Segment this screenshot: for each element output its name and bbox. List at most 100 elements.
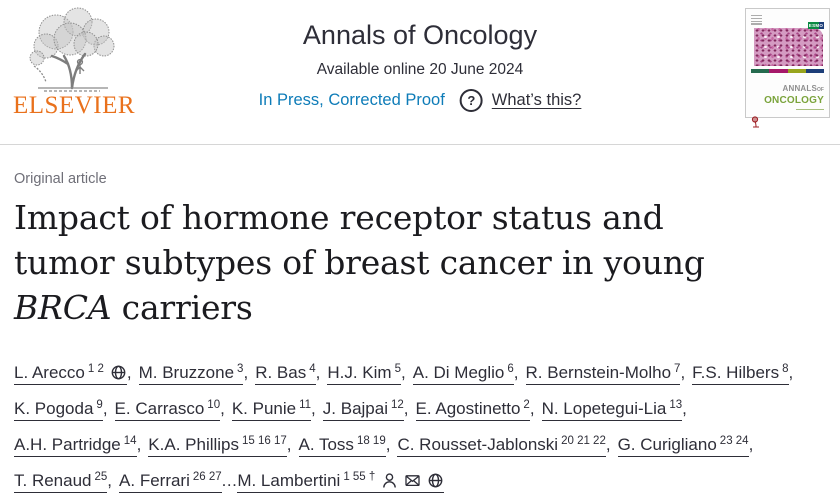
author-separator: ,	[385, 435, 391, 454]
author-separator: ,	[220, 399, 225, 418]
cover-subtitle-line	[796, 108, 824, 111]
author-link[interactable]: M. Bruzzone 3	[138, 363, 244, 385]
cover-masthead: ESMO	[751, 14, 824, 29]
author-affiliation-numbers: 15 16 17	[242, 435, 287, 447]
author-separator: ,	[513, 363, 519, 382]
author-affiliation-numbers: 23 24	[719, 435, 749, 447]
author: F.S. Hilbers 8,	[692, 356, 800, 392]
author-separator: ,	[680, 363, 686, 382]
author-separator: ,	[788, 363, 794, 382]
author-link[interactable]: A. Toss 18 19	[298, 435, 386, 457]
author-separator: ,	[403, 399, 409, 418]
author-separator: ,	[311, 399, 316, 418]
cover-title: ANNALSOF ONCOLOGY	[751, 79, 824, 111]
author-affiliation-numbers: 14	[123, 435, 137, 447]
author-link[interactable]: T. Renaud 25	[14, 471, 108, 493]
article-title-rest: carriers	[111, 288, 253, 327]
author: R. Bernstein-Molho 7,	[525, 356, 693, 392]
article-head: Original article Impact of hormone recep…	[0, 171, 840, 500]
cover-annals-text: ANNALS	[782, 84, 818, 93]
elsevier-logo[interactable]: ELSEVIER	[13, 6, 136, 119]
journal-cover-thumbnail[interactable]: ESMO ANNALSOF ONCOLOGY	[745, 8, 830, 128]
cover-color-bar	[751, 69, 824, 73]
author-affiliation-numbers: 5	[394, 363, 401, 375]
author-separator: ,	[126, 363, 132, 382]
author-link[interactable]: E. Agostinetto 2	[415, 399, 530, 421]
author-link[interactable]: R. Bas 4	[255, 363, 316, 385]
author-affiliation-numbers: 12	[390, 399, 404, 411]
whats-this-link[interactable]: What’s this?	[491, 91, 582, 109]
article-type-label: Original article	[14, 171, 107, 187]
author-link[interactable]: G. Curigliano 23 24	[617, 435, 749, 457]
author-affiliation-numbers: 26 27	[192, 471, 222, 483]
author-affiliation-numbers: 9	[96, 399, 103, 411]
author: A. Toss 18 19,	[298, 428, 398, 464]
in-press-link[interactable]: In Press, Corrected Proof	[258, 91, 445, 109]
available-online-date: Available online 20 June 2024	[316, 61, 524, 78]
author: N. Lopetegui-Lia 13,	[541, 392, 694, 428]
author: R. Bas 4,	[255, 356, 327, 392]
author-link[interactable]: A. Ferrari 26 27	[119, 471, 222, 493]
author-link[interactable]: H.J. Kim 5	[327, 363, 401, 385]
cover-oncology-text: ONCOLOGY	[764, 95, 824, 106]
envelope-icon[interactable]	[404, 471, 421, 490]
esmo-logo: ESMO	[808, 22, 824, 29]
globe-icon[interactable]	[110, 363, 127, 382]
article-title: Impact of hormone receptor status and tu…	[14, 195, 826, 330]
author-link[interactable]: K. Pogoda 9	[14, 399, 103, 421]
author-link[interactable]: J. Bajpai 12	[322, 399, 404, 421]
author-affiliation-numbers: 18 19	[356, 435, 386, 447]
journal-title-link[interactable]: Annals of Oncology	[302, 20, 538, 50]
status-row: In Press, Corrected Proof ? What’s this?	[258, 89, 582, 112]
author: A. Ferrari 26 27...	[119, 464, 237, 500]
author: K. Punie 11,	[231, 392, 323, 428]
author-affiliation-numbers: 13	[669, 399, 683, 411]
author-list: L. Arecco 1 2, M. Bruzzone 3, R. Bas 4, H.J. K…	[14, 356, 826, 500]
author: J. Bajpai 12,	[322, 392, 416, 428]
author-link[interactable]: A.H. Partridge 14	[14, 435, 137, 457]
person-icon[interactable]	[381, 471, 398, 490]
author: E. Agostinetto 2,	[415, 392, 542, 428]
cover-of-text: OF	[817, 87, 824, 93]
author: K.A. Phillips 15 16 17,	[148, 428, 298, 464]
cover-masthead-lines	[751, 14, 762, 25]
elsevier-wordmark: ELSEVIER	[13, 92, 136, 119]
author-separator: ...	[221, 471, 238, 490]
author-link[interactable]: K.A. Phillips 15 16 17	[148, 435, 287, 457]
help-group: ? What’s this?	[459, 89, 582, 112]
author: E. Carrasco 10,	[114, 392, 232, 428]
author-affiliation-numbers: 1 2	[87, 363, 104, 375]
article-title-line2: tumor subtypes of breast cancer in young	[14, 243, 705, 282]
author-affiliation-numbers: 25	[94, 471, 108, 483]
author-separator: ,	[107, 471, 113, 490]
elsevier-tree-icon	[13, 6, 133, 92]
author-link[interactable]: R. Bernstein-Molho 7	[525, 363, 681, 385]
author-link[interactable]: A. Di Meglio 6	[412, 363, 514, 385]
author-link[interactable]: E. Carrasco 10	[114, 399, 221, 421]
author-link[interactable]: C. Rousset-Jablonski 20 21 22	[397, 435, 606, 457]
cover-histology-image	[754, 28, 823, 66]
cover-elsevier-mark-icon	[751, 115, 824, 128]
author-link[interactable]: N. Lopetegui-Lia 13	[541, 399, 683, 421]
author-affiliation-numbers: 1 55 †	[343, 471, 376, 483]
author-link[interactable]: F.S. Hilbers 8	[692, 363, 789, 385]
author-separator: ,	[748, 435, 754, 454]
author-separator: ,	[102, 399, 108, 418]
author-separator: ,	[286, 435, 292, 454]
author-separator: ,	[136, 435, 142, 454]
author: G. Curigliano 23 24,	[617, 428, 761, 464]
author-affiliation-numbers: 11	[299, 399, 312, 411]
globe-icon[interactable]	[427, 471, 444, 490]
author-link[interactable]: K. Punie 11	[231, 399, 312, 421]
author-link[interactable]: M. Lambertini 1 55 †	[237, 471, 445, 493]
author-link[interactable]: L. Arecco 1 2	[14, 363, 127, 385]
article-title-line1: Impact of hormone receptor status and	[14, 198, 664, 237]
author-affiliation-numbers: 7	[674, 363, 681, 375]
author-separator: ,	[529, 399, 535, 418]
question-circle-icon[interactable]: ?	[459, 89, 483, 112]
author-separator: ,	[682, 399, 687, 418]
author: C. Rousset-Jablonski 20 21 22,	[397, 428, 617, 464]
author-affiliation-numbers: 20 21 22	[561, 435, 606, 447]
author-separator: ,	[605, 435, 611, 454]
page-header: ELSEVIER Annals of Oncology Available on…	[0, 0, 840, 145]
